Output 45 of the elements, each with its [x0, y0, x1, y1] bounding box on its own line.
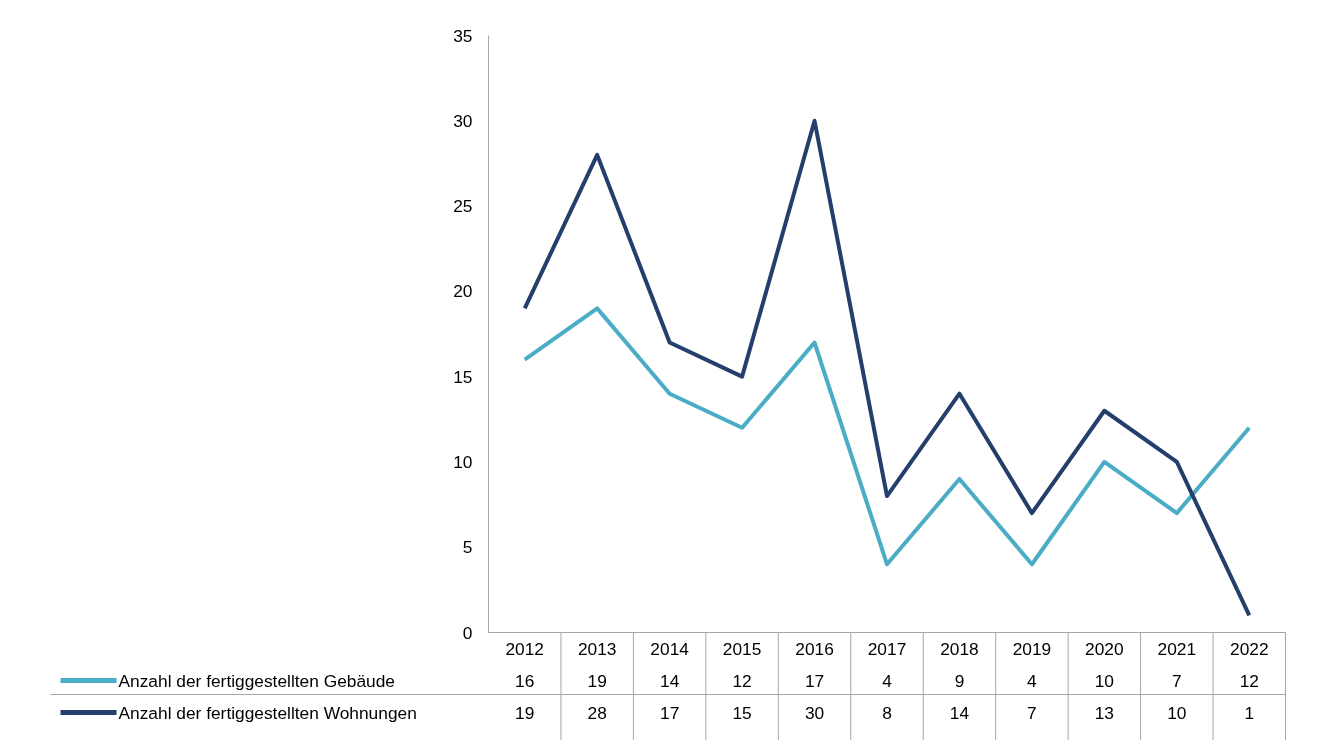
data-label: 12 — [732, 670, 752, 691]
data-label: 4 — [1027, 670, 1038, 691]
y-tick-label: 10 — [453, 451, 473, 472]
data-label: 12 — [1239, 670, 1259, 691]
data-label: 15 — [732, 702, 752, 723]
data-label: 7 — [1172, 670, 1182, 691]
data-label: 28 — [587, 702, 607, 723]
y-tick-label: 5 — [462, 537, 473, 558]
x-tick-label: 2022 — [1230, 638, 1269, 659]
x-tick-label: 2012 — [505, 638, 545, 659]
data-label: 10 — [1094, 670, 1115, 691]
line-series — [522, 306, 1252, 567]
data-label: 9 — [954, 670, 965, 691]
data-label: 16 — [515, 670, 535, 691]
data-label: 30 — [804, 702, 825, 723]
x-tick-label: 2019 — [1012, 638, 1052, 659]
data-label: 13 — [1094, 702, 1115, 723]
data-label: 10 — [1167, 702, 1187, 723]
y-tick-label: 0 — [462, 622, 473, 643]
data-label: 17 — [660, 702, 680, 723]
x-tick-label: 2015 — [722, 638, 762, 659]
data-label: 4 — [882, 670, 893, 691]
y-tick-label: 30 — [453, 110, 473, 131]
data-label: 14 — [660, 670, 680, 691]
x-tick-label: 2013 — [577, 638, 617, 659]
y-tick-label: 20 — [453, 281, 473, 302]
data-label: 17 — [804, 670, 825, 691]
data-label: 1 — [1244, 702, 1255, 723]
x-tick-label: 2016 — [795, 638, 834, 659]
data-label: 19 — [515, 702, 535, 723]
x-tick-label: 2020 — [1085, 638, 1124, 659]
data-label: 7 — [1027, 702, 1037, 723]
x-tick-label: 2017 — [867, 638, 907, 659]
y-tick-label: 25 — [453, 196, 473, 217]
y-tick-label: 35 — [453, 25, 473, 46]
x-tick-label: 2021 — [1157, 638, 1197, 659]
y-tick-label: 15 — [453, 366, 473, 387]
legend-label: Anzahl der fertiggestellten Wohnungen — [118, 702, 417, 723]
data-label: 8 — [882, 702, 892, 723]
x-tick-label: 2014 — [650, 638, 690, 659]
line-series — [522, 118, 1252, 618]
legend-label: Anzahl der fertiggestellten Gebäude — [118, 670, 395, 691]
data-label: 14 — [949, 702, 970, 723]
x-tick-label: 2018 — [940, 638, 979, 659]
data-label: 19 — [587, 670, 607, 691]
